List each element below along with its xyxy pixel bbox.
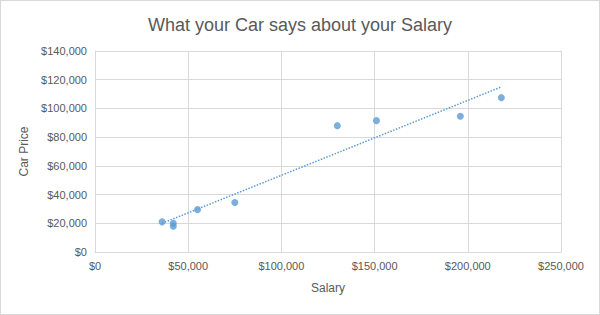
svg-text:$140,000: $140,000 — [41, 45, 87, 57]
svg-text:$40,000: $40,000 — [47, 189, 87, 201]
svg-text:$100,000: $100,000 — [41, 102, 87, 114]
svg-text:$250,000: $250,000 — [538, 260, 584, 272]
svg-text:$20,000: $20,000 — [47, 217, 87, 229]
svg-text:$0: $0 — [75, 246, 87, 258]
svg-text:$50,000: $50,000 — [168, 260, 208, 272]
svg-text:$0: $0 — [89, 260, 101, 272]
svg-text:$150,000: $150,000 — [352, 260, 398, 272]
svg-text:$60,000: $60,000 — [47, 160, 87, 172]
svg-text:$80,000: $80,000 — [47, 131, 87, 143]
svg-text:Car Price: Car Price — [17, 126, 31, 176]
svg-text:$200,000: $200,000 — [445, 260, 491, 272]
svg-text:What your Car says about your: What your Car says about your Salary — [148, 15, 452, 35]
svg-text:Salary: Salary — [311, 281, 345, 295]
svg-text:$100,000: $100,000 — [258, 260, 304, 272]
svg-text:$120,000: $120,000 — [41, 74, 87, 86]
